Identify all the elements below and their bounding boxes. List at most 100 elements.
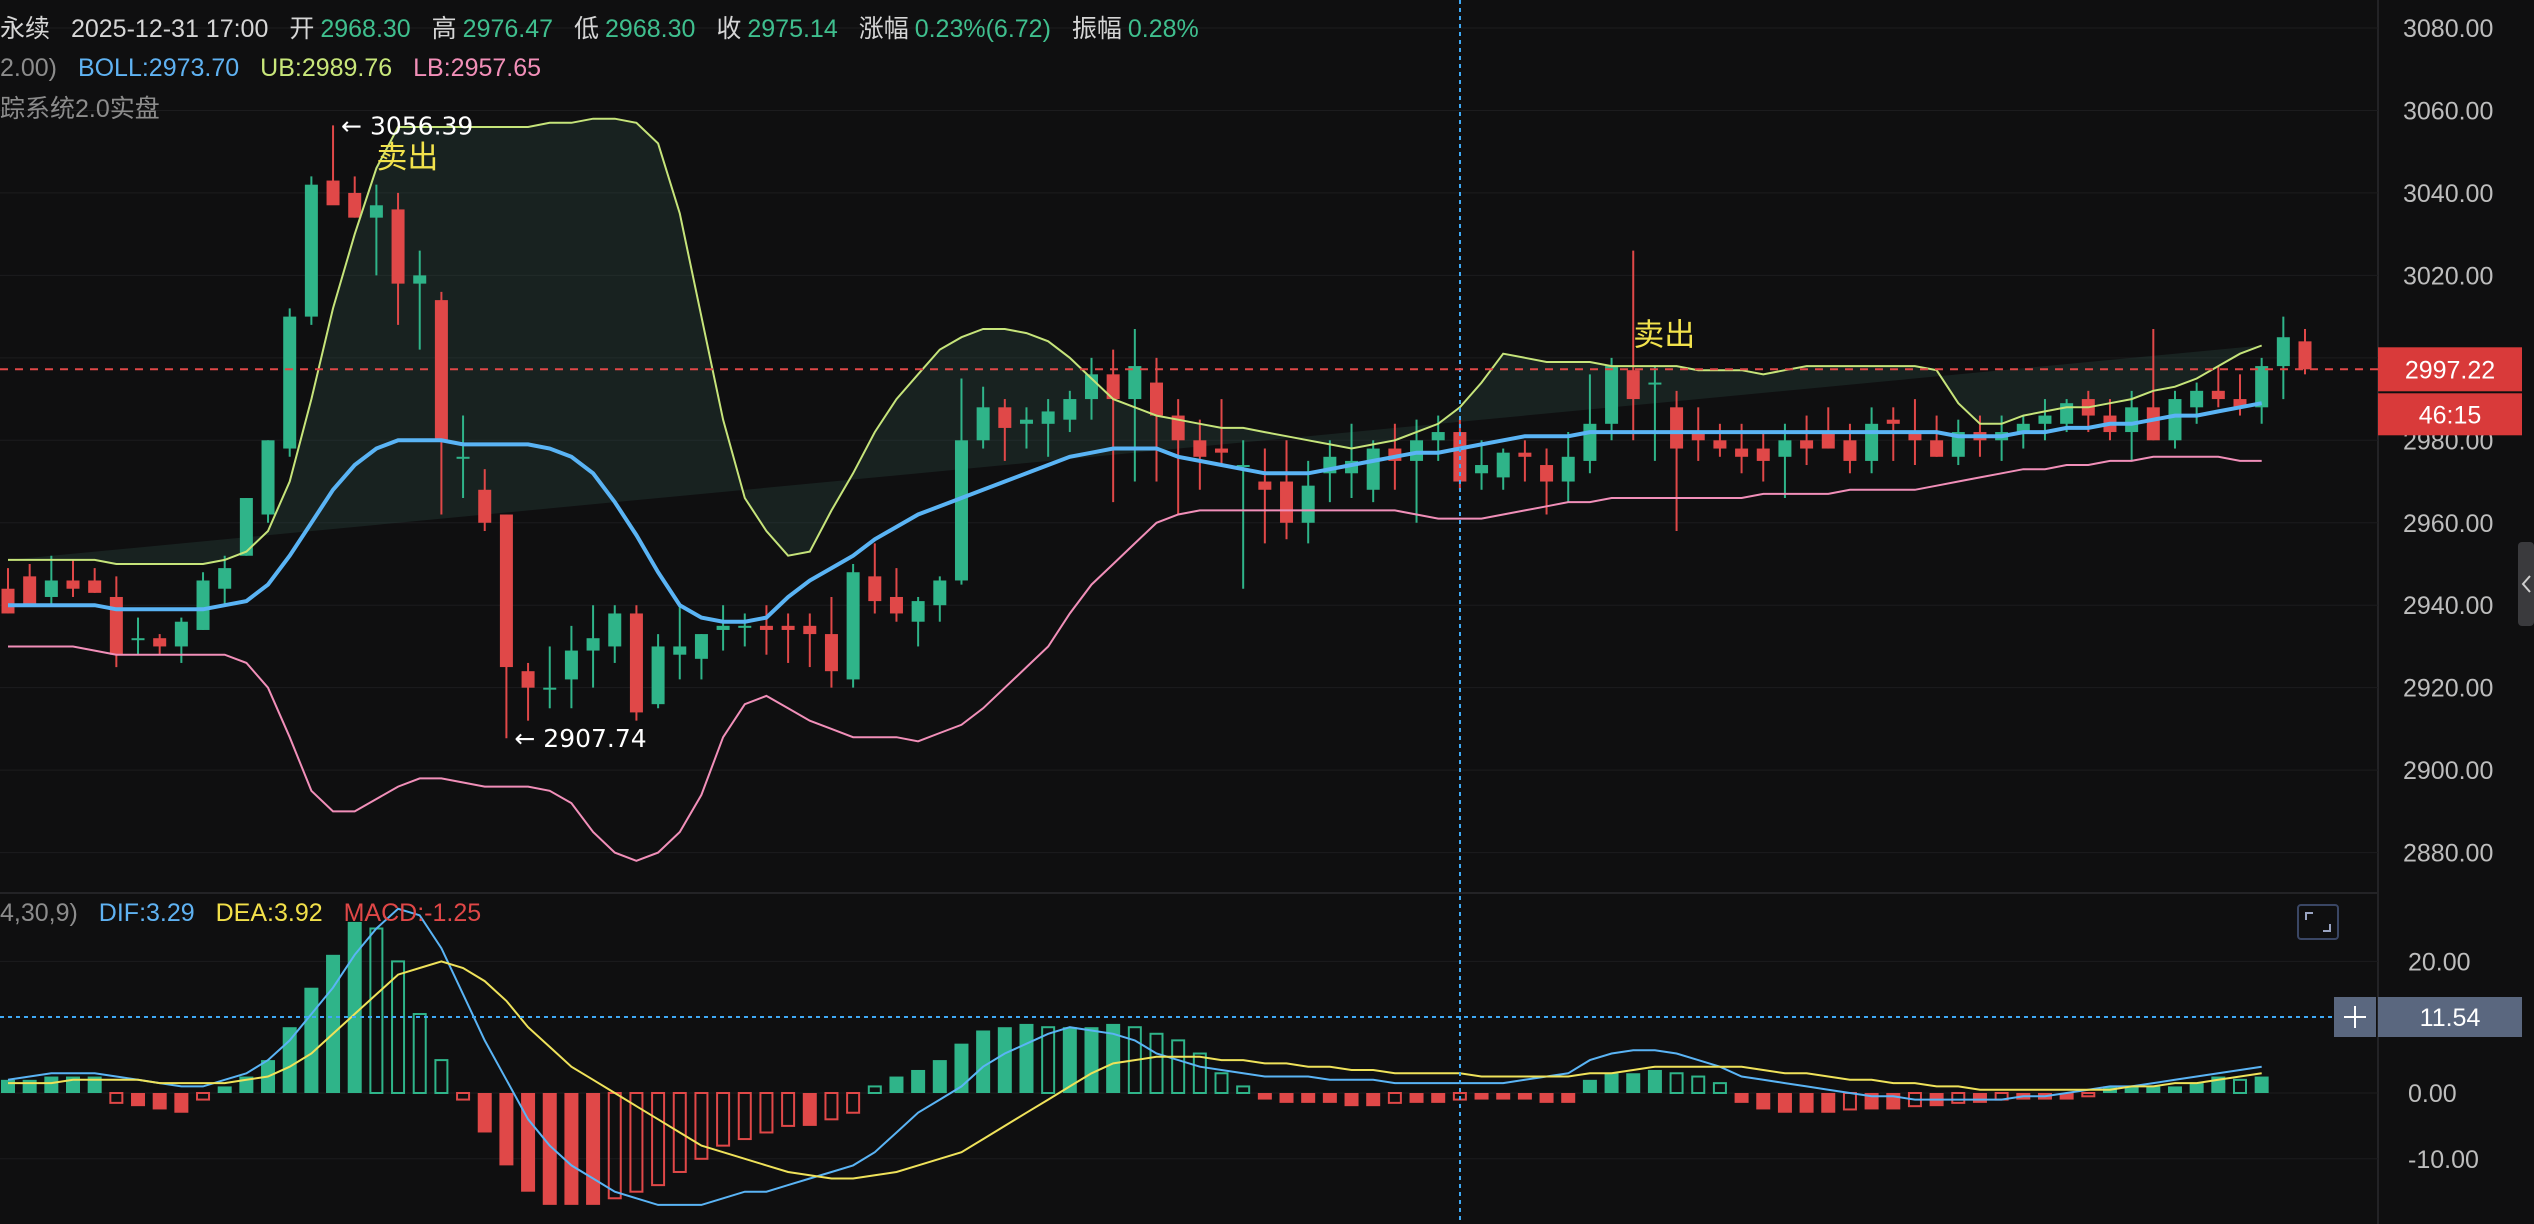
side-drawer-handle [2518,542,2534,626]
macd-bar [1539,1093,1554,1103]
candle-body [2298,341,2312,370]
macd-bar [1062,1027,1077,1093]
macd-bar [694,1092,709,1160]
candle-body [1865,423,1879,461]
candle-body [499,514,513,668]
macd-panel [1,904,2339,1206]
candle-body [1735,448,1749,457]
macd-bar [391,960,406,1095]
candle-body [2255,366,2269,408]
bollinger-lines [8,117,2263,862]
candle-body [1128,366,1142,400]
price-tick-label: 3020.00 [2403,262,2493,290]
candle-body [1,588,15,614]
dif-value: DIF:3.29 [98,899,195,927]
candle-body [1518,452,1532,457]
candle-body [109,596,123,655]
candle-body [2125,407,2139,433]
macd-bar [1,1079,15,1093]
plus-icon [2344,1006,2366,1028]
bollinger-band-area [8,118,2262,564]
candle-body [911,601,925,622]
candle-body [2190,390,2204,408]
macd-bar [1691,1075,1706,1095]
macd-bar [477,1093,492,1133]
macd-bar [1106,1023,1121,1093]
candle-body [1908,432,1922,441]
candle-body [478,489,492,523]
macd-bar [976,1030,991,1093]
candle-body [1540,465,1554,482]
candle-body [673,646,687,655]
candle-body [1821,432,1835,449]
open-value: 2968.30 [320,15,411,43]
candle-body [304,184,318,317]
macd-bar [1301,1093,1316,1103]
price-tick-label: 2920.00 [2403,675,2493,703]
candle-body [608,613,622,647]
macd-bar [1474,1093,1489,1100]
macd-bar [2146,1086,2161,1093]
candle-body [651,646,665,705]
boll-mid-value: BOLL:2973.70 [77,54,240,82]
macd-bar [304,987,319,1093]
sell-signal-label: 卖出 [1633,317,1695,353]
candle-body [1280,481,1294,523]
candle-body [1951,432,1965,457]
macd-bar [1626,1073,1641,1093]
macd-bar [781,1092,796,1127]
candle-body [2060,403,2074,424]
macd-bar [911,1069,926,1093]
candle-body [66,580,80,589]
macd-bar [2081,1092,2096,1098]
candle-body [1301,485,1315,523]
candle-body [1236,465,1250,468]
candle-body [2211,390,2225,400]
macd-bar [846,1092,861,1114]
macd-bar [109,1092,124,1104]
macd-bar [1257,1093,1272,1100]
candle-body [1150,382,1163,416]
boll-upper-line [8,117,2263,565]
macd-bar [196,1092,211,1101]
price-tick-label: 3080.00 [2403,15,2493,43]
candle-body [846,572,860,680]
candle-body [976,407,990,441]
close-value: 2975.14 [747,15,838,43]
macd-bar [1366,1093,1381,1107]
change-label: 涨幅 [858,15,909,43]
candle-body [803,625,817,635]
macd-bar [954,1043,969,1093]
macd-bar [282,1027,297,1093]
macd-bar [564,1093,579,1205]
macd-bar [174,1093,189,1113]
candle-body [2146,407,2160,441]
macd-bar [889,1076,904,1093]
crosshair-value-text: 11.54 [2420,1004,2481,1032]
candle-body [1171,415,1185,441]
macd-bar [629,1092,644,1193]
candle-body [564,650,578,680]
macd-bar [1669,1072,1684,1095]
macd-bar [759,1092,774,1134]
macd-bar [1387,1092,1402,1104]
bar-datetime: 2025-12-31 17:00 [70,15,269,43]
low-label: 低 [574,15,600,43]
sell-signal-label: 卖出 [376,140,438,176]
amplitude-label: 振幅 [1071,15,1122,43]
boll-lower-value: LB:2957.65 [413,54,542,82]
candle-body [1691,432,1705,441]
macd-bar [737,1092,752,1141]
macd-bar [1734,1093,1749,1103]
macd-bar [542,1093,557,1205]
candle-body [1561,456,1575,482]
macd-bar [1019,1023,1034,1093]
candle-body [933,580,947,606]
macd-bar [932,1060,947,1093]
indicator-name: 踪系统2.0实盘 [0,95,160,123]
candle-body [2233,399,2247,408]
macd-bar [1951,1092,1966,1104]
macd-bar [1409,1093,1424,1103]
